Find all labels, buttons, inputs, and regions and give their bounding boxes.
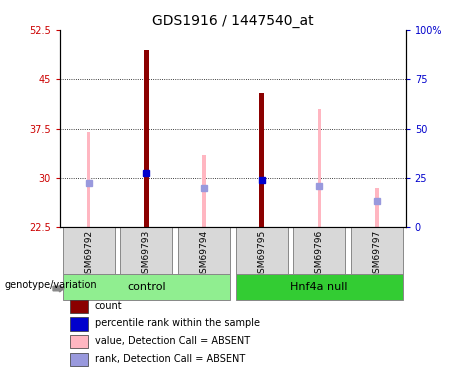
Text: rank, Detection Call = ABSENT: rank, Detection Call = ABSENT bbox=[95, 354, 245, 364]
Bar bbox=[70, 317, 88, 331]
Bar bbox=[144, 50, 148, 228]
Text: GSM69792: GSM69792 bbox=[84, 230, 93, 279]
Bar bbox=[236, 228, 288, 274]
Text: genotype/variation: genotype/variation bbox=[5, 280, 97, 290]
Text: Hnf4a null: Hnf4a null bbox=[290, 282, 348, 292]
Bar bbox=[70, 352, 88, 366]
Text: count: count bbox=[95, 301, 122, 311]
Text: GSM69797: GSM69797 bbox=[372, 230, 381, 279]
Bar bbox=[375, 188, 378, 228]
Bar bbox=[318, 109, 321, 228]
Text: GSM69794: GSM69794 bbox=[200, 230, 208, 279]
Text: GSM69796: GSM69796 bbox=[315, 230, 324, 279]
Bar bbox=[63, 228, 115, 274]
Text: percentile rank within the sample: percentile rank within the sample bbox=[95, 318, 260, 328]
Bar bbox=[70, 335, 88, 348]
Bar bbox=[202, 155, 206, 228]
Bar bbox=[63, 274, 230, 300]
Bar bbox=[351, 228, 403, 274]
Bar bbox=[120, 228, 172, 274]
Text: control: control bbox=[127, 282, 165, 292]
Text: GSM69793: GSM69793 bbox=[142, 230, 151, 279]
Title: GDS1916 / 1447540_at: GDS1916 / 1447540_at bbox=[152, 13, 313, 28]
Bar bbox=[293, 228, 345, 274]
Bar bbox=[87, 132, 90, 228]
Bar bbox=[178, 228, 230, 274]
Text: value, Detection Call = ABSENT: value, Detection Call = ABSENT bbox=[95, 336, 249, 346]
Bar bbox=[259, 93, 264, 228]
Bar bbox=[70, 300, 88, 313]
Text: GSM69795: GSM69795 bbox=[257, 230, 266, 279]
Bar bbox=[236, 274, 403, 300]
